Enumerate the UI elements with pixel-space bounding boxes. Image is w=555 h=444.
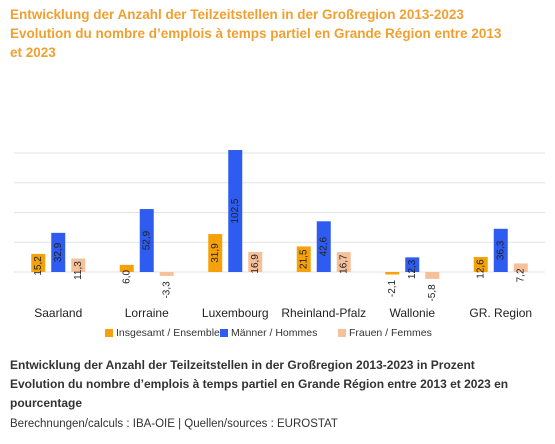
data-label: 32,9	[53, 242, 64, 262]
bar-chart: 15,2 32,9 11,3 Saarland 6,0 52,9 -3,3 Lorraine 3…	[14, 150, 545, 339]
category-label: Lorraine	[125, 306, 169, 320]
chart-title: Entwicklung der Anzahl der Teilzeitstell…	[10, 5, 550, 62]
source-note: Berechnungen/calculs : IBA-OIE | Quellen…	[10, 418, 338, 430]
category-label: Saarland	[34, 306, 82, 320]
category-label: Rheinland-Pfalz	[281, 306, 366, 320]
bar	[119, 264, 134, 272]
bar	[71, 258, 86, 272]
category-label: GR. Region	[469, 306, 532, 320]
category-label: Wallonie	[389, 306, 435, 320]
data-label: -2,1	[387, 279, 398, 297]
caption-line-1: Entwicklung der Anzahl der Teilzeitstell…	[10, 358, 475, 372]
bar	[228, 150, 243, 272]
bar	[139, 209, 154, 272]
title-line-2: Evolution du nombre d’emplois à temps pa…	[10, 26, 502, 41]
data-label: 6,0	[122, 269, 133, 283]
data-label: 36,3	[496, 240, 507, 260]
title-line-1: Entwicklung der Anzahl der Teilzeitstell…	[10, 7, 464, 22]
legend-swatch	[338, 329, 346, 337]
legend-label: Männer / Hommes	[231, 327, 317, 339]
bar	[248, 251, 263, 272]
bar	[159, 272, 174, 276]
data-label: -5,8	[427, 284, 438, 302]
data-label: 31,9	[210, 243, 221, 263]
category-label: Luxembourg	[202, 306, 269, 320]
bar	[316, 221, 331, 272]
data-label: -3,3	[162, 281, 173, 299]
caption-line-3: pourcentage	[10, 396, 83, 410]
data-label: 15,2	[33, 256, 44, 276]
bar	[296, 246, 311, 272]
data-label: 16,9	[250, 254, 261, 274]
bar	[385, 272, 400, 275]
data-label: 16,7	[339, 254, 350, 274]
caption-line-2: Evolution du nombre d’emplois à temps pa…	[10, 377, 509, 391]
data-label: 42,6	[319, 236, 330, 256]
data-label: 12,3	[407, 259, 418, 279]
data-label: 11,3	[73, 261, 84, 280]
data-label: 12,6	[476, 259, 487, 279]
bar	[31, 253, 46, 272]
bar	[513, 263, 528, 272]
legend-label: Insgesamt / Ensemble	[116, 327, 220, 339]
bar	[336, 252, 351, 272]
bar	[425, 272, 440, 279]
bar	[208, 234, 223, 272]
title-line-3: et 2023	[10, 45, 56, 60]
figure-caption: Entwicklung der Anzahl der Teilzeitstell…	[10, 356, 550, 413]
data-label: 52,9	[142, 230, 153, 250]
data-label: 21,5	[299, 249, 310, 269]
bar	[473, 257, 488, 272]
data-label: 7,2	[516, 268, 527, 282]
legend-label: Frauen / Femmes	[349, 327, 432, 339]
bar	[51, 232, 66, 272]
legend-swatch	[220, 329, 228, 337]
bar	[493, 228, 508, 272]
bar	[405, 257, 420, 272]
legend-swatch	[105, 329, 113, 337]
data-label: 102,5	[230, 198, 241, 223]
